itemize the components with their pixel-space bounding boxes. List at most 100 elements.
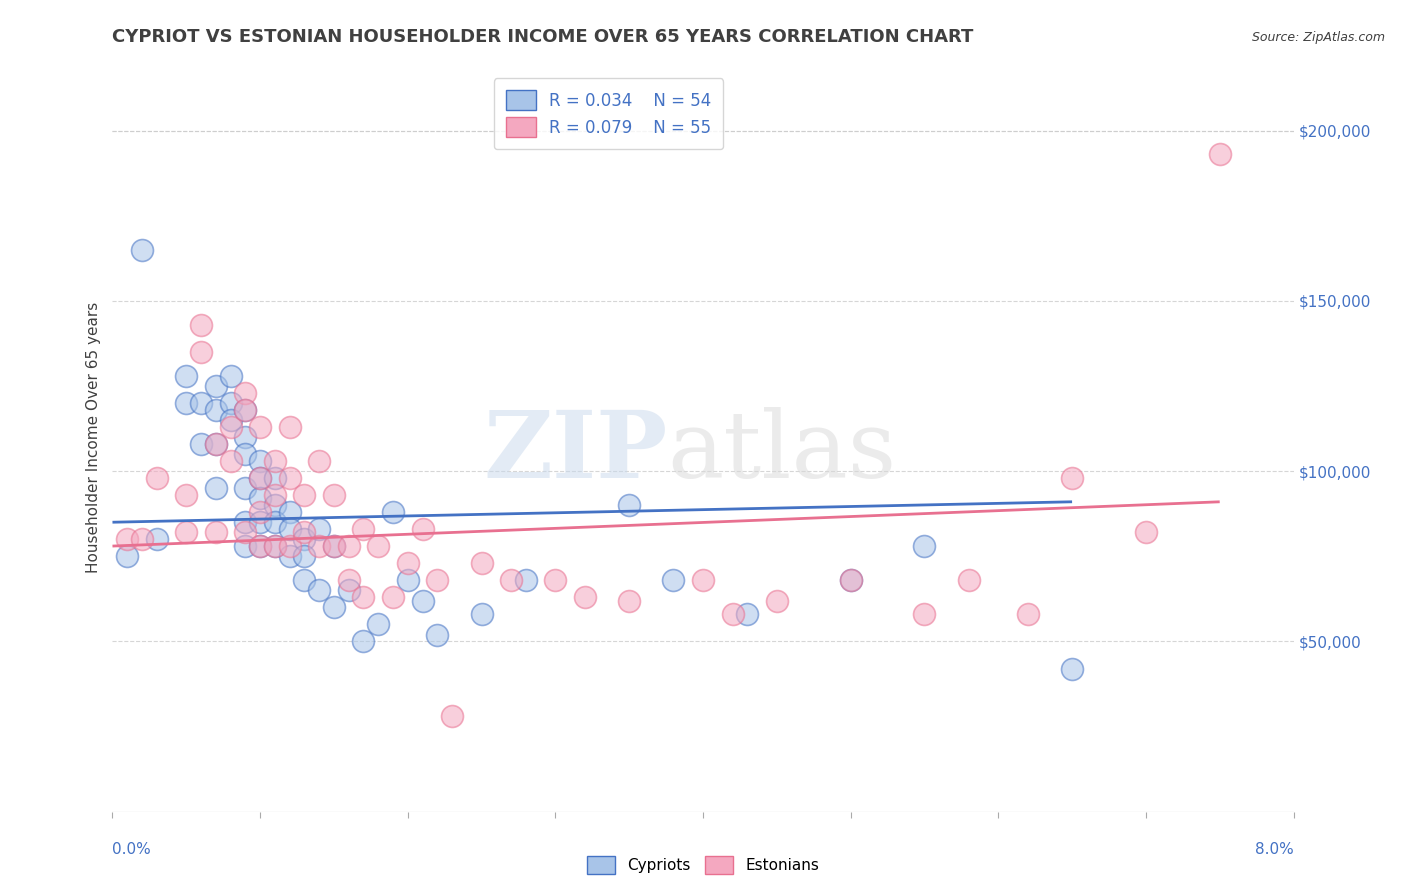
Point [278, 471, 301, 485]
Point [292, 488, 315, 502]
Point [323, 488, 346, 502]
Point [205, 402, 228, 417]
Point [337, 583, 360, 598]
Point [249, 471, 271, 485]
Point [278, 420, 301, 434]
Point [249, 539, 271, 553]
Point [367, 539, 389, 553]
Point [308, 539, 330, 553]
Point [249, 539, 271, 553]
Point [264, 515, 287, 529]
Point [352, 590, 374, 604]
Point [737, 607, 759, 622]
Point [278, 539, 301, 553]
Point [839, 573, 862, 587]
Point [117, 549, 138, 564]
Point [174, 368, 197, 383]
Point [352, 522, 374, 536]
Point [914, 539, 936, 553]
Point [264, 498, 287, 512]
Point [501, 573, 523, 587]
Point [233, 539, 256, 553]
Point [471, 556, 494, 570]
Point [117, 533, 138, 547]
Point [382, 590, 405, 604]
Point [471, 607, 494, 622]
Text: 0.0%: 0.0% [112, 842, 152, 857]
Point [412, 593, 434, 607]
Point [662, 573, 685, 587]
Point [205, 481, 228, 495]
Point [308, 454, 330, 468]
Point [219, 420, 242, 434]
Point [382, 505, 405, 519]
Legend: R = 0.034    N = 54, R = 0.079    N = 55: R = 0.034 N = 54, R = 0.079 N = 55 [494, 78, 723, 149]
Point [1135, 525, 1157, 540]
Point [278, 522, 301, 536]
Point [957, 573, 980, 587]
Point [146, 533, 169, 547]
Point [190, 396, 212, 410]
Point [308, 583, 330, 598]
Point [1062, 662, 1084, 676]
Point [264, 539, 287, 553]
Point [412, 522, 434, 536]
Point [441, 709, 464, 723]
Point [249, 505, 271, 519]
Point [264, 471, 287, 485]
Point [264, 454, 287, 468]
Point [337, 573, 360, 587]
Point [278, 505, 301, 519]
Point [264, 488, 287, 502]
Point [233, 525, 256, 540]
Point [574, 590, 596, 604]
Point [205, 437, 228, 451]
Point [292, 533, 315, 547]
Point [292, 573, 315, 587]
Point [619, 593, 641, 607]
Point [352, 634, 374, 648]
Point [839, 573, 862, 587]
Point [292, 525, 315, 540]
Point [233, 515, 256, 529]
Point [396, 556, 419, 570]
Point [205, 379, 228, 393]
Point [174, 525, 197, 540]
Point [146, 471, 169, 485]
Legend: Cypriots, Estonians: Cypriots, Estonians [581, 850, 825, 880]
Point [233, 447, 256, 461]
Y-axis label: Householder Income Over 65 years: Householder Income Over 65 years [86, 301, 101, 573]
Point [219, 368, 242, 383]
Text: ZIP: ZIP [484, 407, 668, 497]
Point [233, 481, 256, 495]
Point [219, 413, 242, 427]
Point [219, 396, 242, 410]
Point [515, 573, 537, 587]
Point [367, 617, 389, 632]
Point [205, 437, 228, 451]
Point [765, 593, 787, 607]
Point [619, 498, 641, 512]
Point [323, 539, 346, 553]
Point [190, 318, 212, 332]
Point [1208, 147, 1232, 161]
Point [233, 385, 256, 400]
Point [1017, 607, 1039, 622]
Point [249, 420, 271, 434]
Point [190, 345, 212, 359]
Point [914, 607, 936, 622]
Text: CYPRIOT VS ESTONIAN HOUSEHOLDER INCOME OVER 65 YEARS CORRELATION CHART: CYPRIOT VS ESTONIAN HOUSEHOLDER INCOME O… [112, 28, 974, 45]
Text: 8.0%: 8.0% [1254, 842, 1294, 857]
Point [426, 573, 449, 587]
Text: atlas: atlas [668, 407, 897, 497]
Point [337, 539, 360, 553]
Point [721, 607, 744, 622]
Point [233, 402, 256, 417]
Point [426, 627, 449, 641]
Point [233, 430, 256, 444]
Point [396, 573, 419, 587]
Point [233, 402, 256, 417]
Point [174, 488, 197, 502]
Point [249, 471, 271, 485]
Point [323, 539, 346, 553]
